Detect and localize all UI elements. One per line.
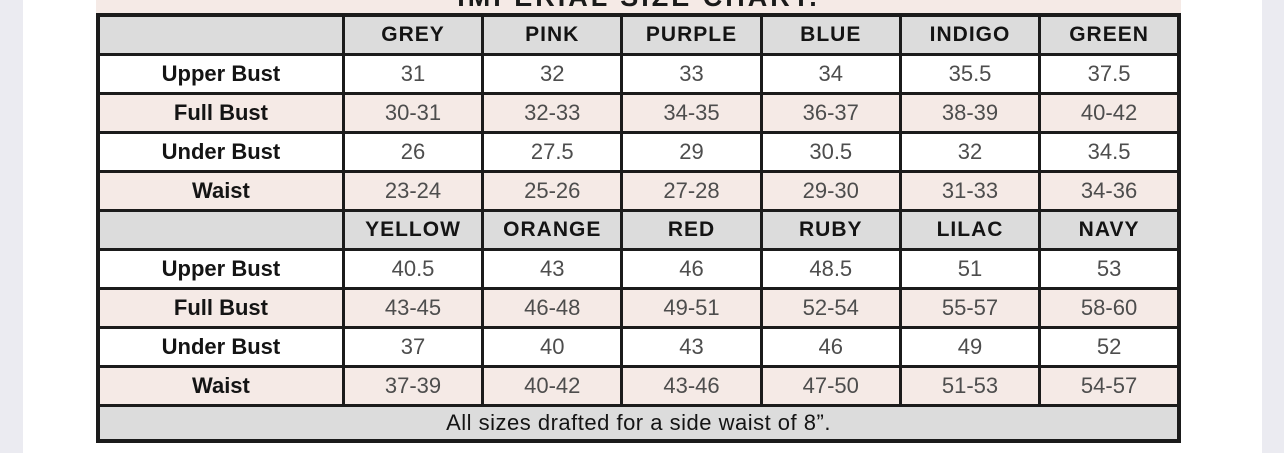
size-value-cell: 34-36	[1038, 170, 1181, 212]
size-value-cell: 47-50	[759, 365, 902, 407]
size-value-cell: 26	[341, 131, 485, 173]
size-value-cell: 30.5	[759, 131, 902, 173]
size-value-cell: 32	[481, 53, 624, 95]
color-header-cell: PINK	[481, 13, 624, 56]
row-label-cell: Under Bust	[96, 326, 345, 368]
size-value-cell: 40.5	[341, 248, 485, 290]
color-header-cell: LILAC	[898, 209, 1042, 251]
size-value-cell: 38-39	[898, 92, 1042, 134]
size-value-cell: 34	[759, 53, 902, 95]
measurement-row: Full Bust 43-45 46-48 49-51 52-54 55-57 58-60	[96, 287, 1181, 329]
right-page-gutter	[1262, 0, 1284, 453]
color-header-cell: GREY	[341, 13, 485, 56]
left-page-gutter	[0, 0, 23, 453]
color-header-cell: YELLOW	[341, 209, 485, 251]
footnote-row: All sizes drafted for a side waist of 8”…	[96, 404, 1181, 443]
size-chart: IMPERIAL SIZE CHART. GREYPINKPURPLEBLUEI…	[96, 0, 1181, 443]
row-label-cell: Full Bust	[96, 92, 345, 134]
size-value-cell: 27-28	[620, 170, 763, 212]
color-header-row: YELLOW ORANGE RED RUBY LILAC NAVY	[96, 209, 1181, 251]
row-label-cell: Waist	[96, 365, 345, 407]
size-value-cell: 52-54	[759, 287, 902, 329]
size-value-cell: 27.5	[481, 131, 624, 173]
size-value-cell: 51-53	[898, 365, 1042, 407]
color-header-cell: RED	[620, 209, 763, 251]
size-value-cell: 34.5	[1038, 131, 1181, 173]
empty-corner-cell	[96, 209, 345, 251]
measurement-row: Waist 23-24 25-26 27-28 29-30 31-33 34-36	[96, 170, 1181, 212]
size-value-cell: 58-60	[1038, 287, 1181, 329]
color-header-cell: ORANGE	[481, 209, 624, 251]
row-label-cell: Waist	[96, 170, 345, 212]
size-value-cell: 46-48	[481, 287, 624, 329]
row-label-cell: Upper Bust	[96, 53, 345, 95]
size-value-cell: 37	[341, 326, 485, 368]
size-value-cell: 37.5	[1038, 53, 1181, 95]
size-value-cell: 35.5	[898, 53, 1042, 95]
empty-corner-cell	[96, 13, 345, 56]
chart-title-bar: IMPERIAL SIZE CHART.	[96, 0, 1181, 13]
size-value-cell: 25-26	[481, 170, 624, 212]
size-value-cell: 51	[898, 248, 1042, 290]
measurement-row: Waist 37-39 40-42 43-46 47-50 51-53 54-57	[96, 365, 1181, 407]
size-value-cell: 36-37	[759, 92, 902, 134]
imperial-size-table: GREY PINK PURPLE BLUE INDIGO GREEN Upper Bust 3…	[96, 13, 1181, 443]
color-header-cell: GREEN	[1038, 13, 1181, 56]
size-value-cell: 23-24	[341, 170, 485, 212]
color-header-cell: RUBY	[759, 209, 902, 251]
size-table-body: GREY PINK PURPLE BLUE INDIGO GREEN Upper Bust 3…	[96, 13, 1181, 407]
size-value-cell: 40-42	[481, 365, 624, 407]
color-header-cell: PURPLE	[620, 13, 763, 56]
size-value-cell: 46	[759, 326, 902, 368]
size-value-cell: 32	[898, 131, 1042, 173]
color-header-cell: INDIGO	[898, 13, 1042, 56]
size-value-cell: 29-30	[759, 170, 902, 212]
color-header-cell: NAVY	[1038, 209, 1181, 251]
color-header-row: GREY PINK PURPLE BLUE INDIGO GREEN	[96, 13, 1181, 56]
size-value-cell: 43	[620, 326, 763, 368]
size-value-cell: 31	[341, 53, 485, 95]
size-value-cell: 43-46	[620, 365, 763, 407]
size-value-cell: 52	[1038, 326, 1181, 368]
measurement-row: Under Bust 26 27.5 29 30.5 32 34.5	[96, 131, 1181, 173]
size-value-cell: 29	[620, 131, 763, 173]
measurement-row: Full Bust 30-31 32-33 34-35 36-37 38-39 40-42	[96, 92, 1181, 134]
size-value-cell: 53	[1038, 248, 1181, 290]
size-value-cell: 46	[620, 248, 763, 290]
size-value-cell: 43-45	[341, 287, 485, 329]
size-value-cell: 30-31	[341, 92, 485, 134]
size-value-cell: 32-33	[481, 92, 624, 134]
chart-title: IMPERIAL SIZE CHART.	[96, 0, 1181, 11]
measurement-row: Upper Bust 31 32 33 34 35.5 37.5	[96, 53, 1181, 95]
size-value-cell: 48.5	[759, 248, 902, 290]
size-value-cell: 49-51	[620, 287, 763, 329]
size-value-cell: 31-33	[898, 170, 1042, 212]
row-label-cell: Upper Bust	[96, 248, 345, 290]
color-header-cell: BLUE	[759, 13, 902, 56]
size-value-cell: 49	[898, 326, 1042, 368]
size-value-cell: 54-57	[1038, 365, 1181, 407]
measurement-row: Upper Bust 40.5 43 46 48.5 51 53	[96, 248, 1181, 290]
size-value-cell: 43	[481, 248, 624, 290]
size-value-cell: 40	[481, 326, 624, 368]
footnote-cell: All sizes drafted for a side waist of 8”…	[96, 404, 1181, 443]
row-label-cell: Under Bust	[96, 131, 345, 173]
measurement-row: Under Bust 37 40 43 46 49 52	[96, 326, 1181, 368]
row-label-cell: Full Bust	[96, 287, 345, 329]
size-value-cell: 34-35	[620, 92, 763, 134]
size-value-cell: 37-39	[341, 365, 485, 407]
size-value-cell: 55-57	[898, 287, 1042, 329]
size-value-cell: 40-42	[1038, 92, 1181, 134]
size-value-cell: 33	[620, 53, 763, 95]
